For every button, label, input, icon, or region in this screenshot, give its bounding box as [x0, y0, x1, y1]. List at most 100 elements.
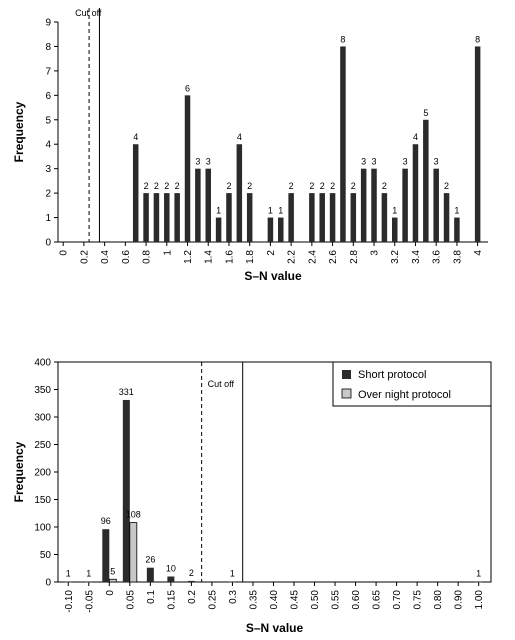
x-tick-label: 0.2	[79, 250, 90, 264]
x-tick-label: 0.6	[121, 250, 132, 264]
bar	[381, 193, 388, 242]
bar-value-label: 2	[164, 181, 169, 191]
histogram-top: 0 1 2 3 4 5 6 7 8 9 0 0.2 0.4 0.6 0.8 1 1.2 1.4 1.6 1.8 2 2.2…	[12, 8, 488, 283]
x-tick-label: 4	[473, 250, 484, 256]
x-tick-label: 3.8	[452, 250, 463, 264]
y-tick-label: 2	[45, 189, 51, 200]
bar-value-label: 1	[454, 206, 459, 216]
bar	[319, 193, 325, 242]
bar-value-label: 2	[226, 181, 231, 191]
bar	[402, 168, 408, 242]
bar	[391, 217, 398, 242]
bar-short-protocol	[102, 529, 110, 582]
y-tick-label: 7	[45, 66, 51, 77]
bar-value-label: 2	[189, 568, 194, 578]
x-tick-label: -0.05	[84, 590, 95, 613]
bar	[443, 193, 450, 242]
x-axis-title: S–N value	[244, 269, 302, 283]
x-tick-label: 0.55	[331, 590, 342, 610]
y-tick-label: 6	[45, 91, 51, 102]
x-tick-label: 3.6	[432, 250, 443, 264]
x-tick-label: 0.65	[372, 590, 383, 610]
legend-box	[332, 361, 492, 407]
bar	[350, 193, 357, 242]
bar-value-label: 3	[434, 157, 439, 167]
bar-value-label: 1	[268, 206, 273, 216]
y-tick-label: 1	[45, 213, 51, 224]
y-tick-label: 8	[45, 42, 51, 53]
bar-value-label: 8	[475, 34, 480, 44]
x-tick-label: 3.2	[390, 250, 401, 264]
bar-value-label: 2	[330, 181, 335, 191]
x-tick-label: 2.4	[307, 250, 318, 264]
x-tick-label: 0.60	[351, 590, 362, 610]
bar	[423, 119, 429, 242]
bar-value-label: 1	[216, 206, 221, 216]
bar	[340, 46, 346, 242]
x-tick-label: 0	[59, 250, 70, 256]
x-tick-label: 0.70	[392, 590, 403, 610]
bar-value-label: 2	[320, 181, 325, 191]
bar	[433, 168, 439, 242]
x-tick-label: 0.90	[454, 590, 465, 610]
legend-label-overnight: Over night protocol	[358, 389, 451, 401]
x-tick-label: 0.25	[207, 590, 218, 610]
bar-value-label: 331	[119, 387, 134, 397]
bar-value-label: 2	[154, 181, 159, 191]
bar	[195, 168, 201, 242]
bar-value-label: 4	[413, 132, 418, 142]
y-tick-label: 3	[45, 164, 51, 175]
legend-label-short: Short protocol	[358, 369, 426, 381]
x-tick-label: 0	[105, 590, 116, 596]
bar-value-label: 5	[423, 108, 428, 118]
bar-value-label: 2	[289, 181, 294, 191]
bar-value-label: 1	[66, 568, 71, 578]
y-axis-title: Frequency	[12, 101, 26, 162]
bar-value-label: 3	[372, 157, 377, 167]
x-tick-label: 0.4	[100, 250, 111, 264]
bar-short-protocol	[122, 399, 130, 582]
bar	[164, 193, 170, 242]
bar	[371, 168, 377, 242]
bar-short-protocol	[146, 567, 154, 582]
x-tick-label: 3	[370, 250, 381, 256]
x-tick-label: 3.4	[411, 250, 422, 264]
bar-value-label: 2	[309, 181, 314, 191]
bar	[309, 193, 315, 242]
bar-value-label: 108	[126, 510, 141, 520]
y-tick-label: 100	[34, 523, 51, 534]
x-tick-label: 0.75	[413, 590, 424, 610]
x-tick-label: 1.2	[183, 250, 194, 264]
bar-value-label: 2	[175, 181, 180, 191]
bar-short-protocol	[64, 581, 72, 583]
bar-short-protocol	[85, 581, 93, 583]
x-tick-label: 2	[266, 250, 277, 256]
bar-value-label: 10	[166, 564, 176, 574]
x-tick-label: 1.8	[245, 250, 256, 264]
bar-value-label: 3	[195, 157, 200, 167]
y-tick-label: 5	[45, 115, 51, 126]
x-tick-label: 0.3	[228, 590, 239, 604]
y-tick-label: 9	[45, 18, 51, 29]
x-tick-label: 2.6	[328, 250, 339, 264]
legend-swatch-overnight	[341, 388, 352, 399]
bar-short-protocol	[228, 581, 236, 583]
bar-value-label: 3	[403, 157, 408, 167]
bar	[360, 168, 367, 242]
bar-value-label: 26	[145, 555, 155, 565]
x-tick-label: 2.8	[349, 250, 360, 264]
x-tick-label: 1.00	[474, 590, 485, 610]
bar	[236, 144, 243, 242]
bar-value-label: 6	[185, 83, 190, 93]
bar-value-label: 1	[278, 206, 283, 216]
bar	[153, 193, 160, 242]
cutoff-label: Cut off	[208, 379, 235, 389]
y-tick-label: 0	[45, 578, 51, 589]
x-tick-label: 0.1	[146, 590, 157, 604]
bar-value-label: 96	[101, 516, 111, 526]
bar-value-label: 2	[144, 181, 149, 191]
x-tick-label: 2.2	[287, 250, 298, 264]
bar-value-label: 1	[86, 568, 91, 578]
y-tick-label: 200	[34, 468, 51, 479]
bar	[246, 193, 253, 242]
